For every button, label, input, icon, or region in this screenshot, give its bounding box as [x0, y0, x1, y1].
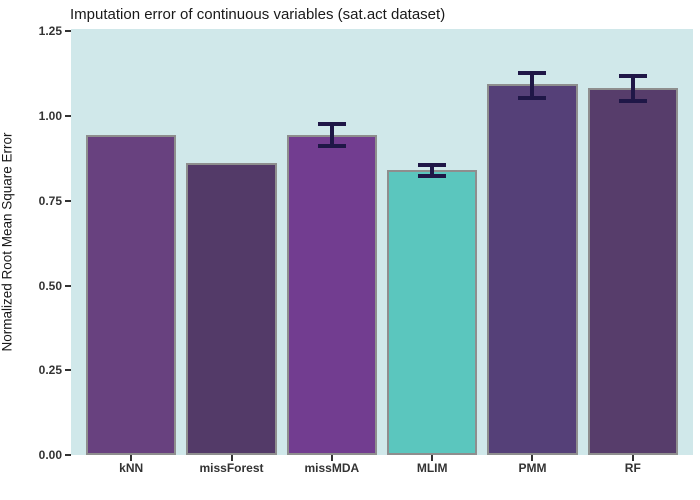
- y-tick-label: 0.50: [38, 278, 62, 293]
- errorbar-rf-cap-top: [618, 74, 647, 79]
- bar-rf: [587, 88, 678, 455]
- errorbar-pmm-stem: [530, 73, 535, 99]
- y-tick-label: 0.25: [38, 363, 62, 378]
- bar-pmm: [487, 84, 578, 455]
- y-tick-label: 0.75: [38, 193, 62, 208]
- bar-missforest: [186, 162, 277, 455]
- y-tick-label: 1.00: [38, 109, 62, 123]
- x-tick-mark: [431, 455, 434, 461]
- errorbar-pmm-cap-top: [518, 71, 547, 76]
- y-tick-mark: [65, 30, 71, 33]
- x-tick-mark: [631, 455, 634, 461]
- errorbar-mlim-cap-top: [418, 162, 447, 167]
- chart-title: Imputation error of continuous variables…: [70, 6, 446, 23]
- plot-area: [71, 29, 693, 455]
- y-axis-label: Normalized Root Mean Square Error: [0, 132, 15, 352]
- errorbar-missmda-stem: [329, 124, 334, 146]
- x-tick-label-pmm: PMM: [518, 461, 547, 475]
- errorbar-missmda-cap-top: [317, 122, 346, 127]
- errorbar-pmm-cap-bottom: [518, 96, 547, 101]
- x-tick-mark: [531, 455, 534, 461]
- y-tick-label: 1.25: [38, 24, 62, 39]
- x-tick-label-missforest: missForest: [199, 461, 264, 475]
- errorbar-mlim-cap-bottom: [418, 174, 447, 179]
- bar-knn: [86, 135, 177, 455]
- y-tick-mark: [65, 454, 71, 456]
- errorbar-rf-stem: [630, 76, 635, 102]
- errorbar-mlim-stem: [430, 164, 435, 177]
- x-tick-mark: [330, 455, 333, 461]
- y-tick-mark: [65, 199, 71, 202]
- errorbar-missmda-cap-bottom: [317, 143, 346, 148]
- x-tick-mark: [130, 455, 133, 461]
- x-tick-label-mlim: MLIM: [416, 461, 448, 475]
- y-tick-label: 0.00: [38, 448, 62, 462]
- y-tick-mark: [65, 284, 71, 287]
- y-tick-mark: [65, 115, 71, 117]
- y-tick-mark: [65, 369, 71, 372]
- x-tick-label-knn: kNN: [119, 461, 144, 475]
- x-tick-mark: [230, 455, 233, 461]
- x-tick-label-missmda: missMDA: [304, 461, 360, 475]
- x-tick-label-rf: RF: [624, 461, 641, 475]
- bar-missmda: [286, 134, 377, 455]
- errorbar-rf-cap-bottom: [618, 99, 647, 104]
- bar-mlim: [387, 169, 478, 455]
